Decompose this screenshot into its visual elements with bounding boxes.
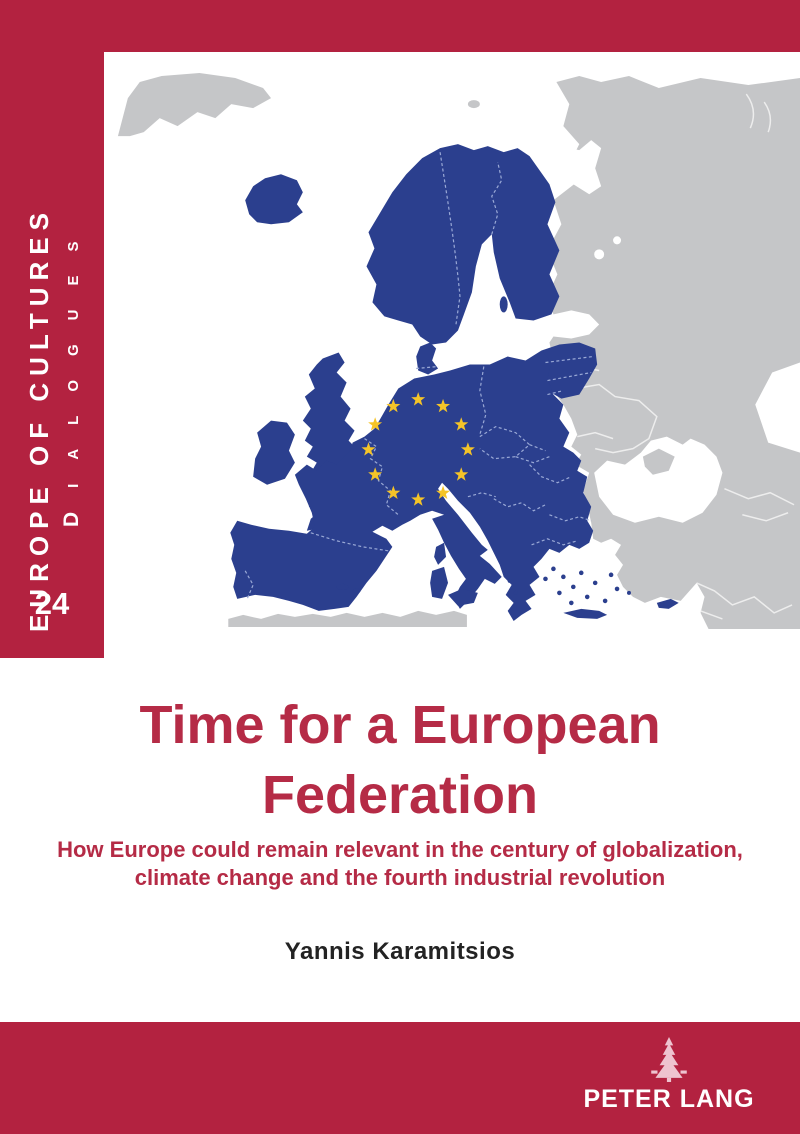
- europe-map-panel: [104, 52, 800, 658]
- top-red-band: [0, 0, 800, 52]
- publisher-logo-block: PETER LANG: [574, 1036, 764, 1114]
- book-title-line1: Time for a European: [139, 695, 661, 755]
- book-subtitle: How Europe could remain relevant in the …: [0, 836, 800, 892]
- book-subtitle-line2: climate change and the fourth industrial…: [134, 865, 666, 890]
- series-sidebar: [0, 0, 104, 658]
- europe-map-graphic: [117, 73, 800, 629]
- sea-areas: [559, 140, 723, 523]
- member-landmass: [230, 144, 679, 621]
- book-subtitle-line1: How Europe could remain relevant in the …: [57, 837, 743, 862]
- member-borders: [244, 152, 594, 600]
- series-subtitle-vertical: Dialogues: [60, 217, 83, 527]
- series-title-vertical: EUROPE OF CULTURES: [24, 206, 54, 632]
- north-africa-coast: [228, 610, 467, 627]
- fir-tree-icon: [651, 1037, 687, 1082]
- author-name: Yannis Karamitsios: [284, 938, 516, 965]
- book-title-line2: Federation: [261, 765, 539, 825]
- volume-number-badge: 24: [34, 586, 70, 621]
- crimea-peninsula: [642, 448, 675, 475]
- bottom-red-band: [0, 1022, 800, 1134]
- book-title: Time for a European Federation: [0, 690, 800, 830]
- publisher-name: PETER LANG: [583, 1085, 755, 1113]
